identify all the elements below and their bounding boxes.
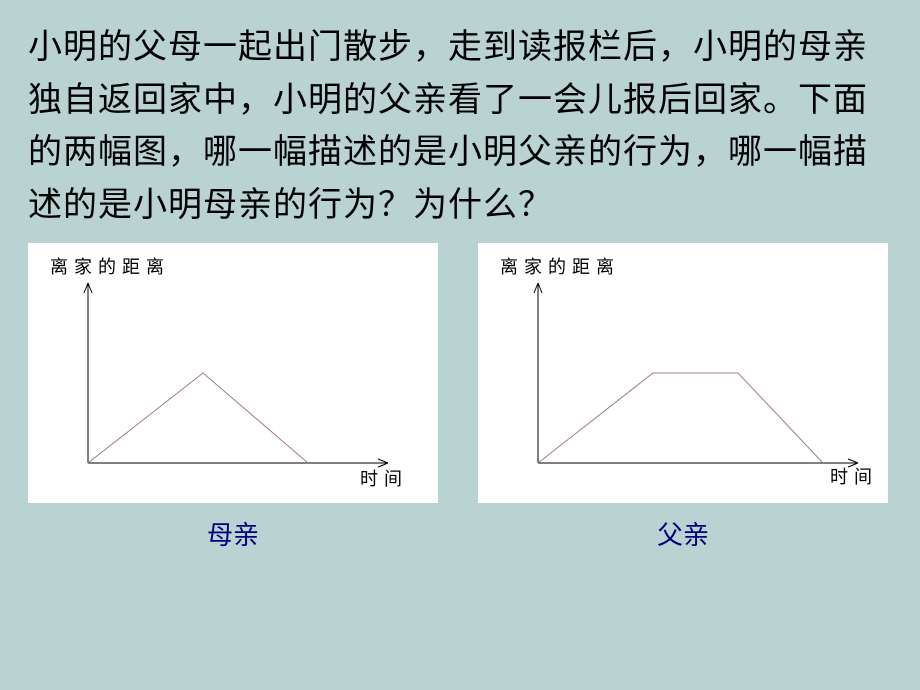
chart-right-plot: [538, 373, 823, 463]
chart-left-axes: [84, 283, 388, 467]
chart-left-x-label: 时间: [360, 465, 408, 491]
chart-left-caption: 母亲: [28, 515, 438, 552]
chart-right-x-label: 时间: [830, 463, 878, 489]
chart-left-y-label: 离家的距离: [50, 253, 170, 279]
chart-right-y-label: 离家的距离: [500, 253, 620, 279]
question-paragraph: 小明的父母一起出门散步，走到读报栏后，小明的母亲独自返回家中，小明的父亲看了一会…: [0, 0, 920, 243]
charts-row: 离家的距离 时间 离家的距离: [0, 243, 920, 503]
chart-right-caption: 父亲: [478, 515, 888, 552]
chart-left: 离家的距离 时间: [28, 243, 438, 503]
chart-right-axes: [534, 283, 858, 467]
chart-right-svg: [478, 243, 888, 503]
chart-left-svg: [28, 243, 438, 503]
caption-row: 母亲 父亲: [0, 503, 920, 552]
chart-left-plot: [88, 373, 308, 463]
paragraph-text: 小明的父母一起出门散步，走到读报栏后，小明的母亲独自返回家中，小明的父亲看了一会…: [28, 29, 868, 224]
chart-right: 离家的距离 时间: [478, 243, 888, 503]
